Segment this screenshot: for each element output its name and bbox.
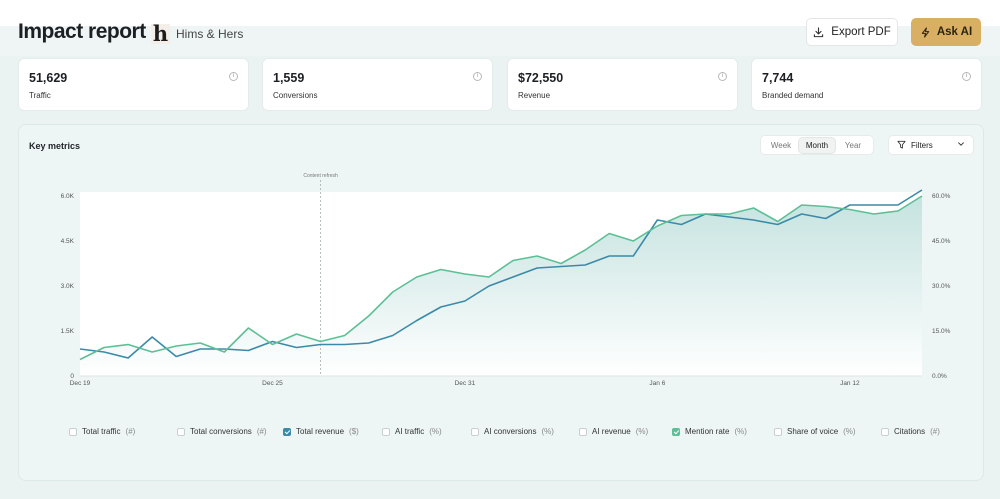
legend-label: Citations (894, 427, 926, 436)
kpi-value: 51,629 (29, 71, 68, 85)
chart-legend: Total traffic (#) Total conversions (#) Tota… (69, 427, 969, 441)
info-icon[interactable]: i (962, 72, 971, 81)
lightning-icon (920, 26, 931, 38)
legend-unit: ($) (349, 427, 359, 436)
checkbox-icon[interactable] (177, 427, 185, 436)
kpi-label: Conversions (273, 91, 318, 100)
legend-label: AI conversions (484, 427, 537, 436)
checkbox-icon[interactable] (382, 427, 390, 436)
checkbox-checked-icon[interactable] (283, 427, 291, 436)
chevron-down-icon (957, 140, 965, 150)
y-right-tick-label: 45.0% (932, 238, 951, 245)
info-icon[interactable]: i (473, 72, 482, 81)
y-left-tick-label: 4.5K (61, 238, 75, 245)
legend-label: AI revenue (592, 427, 631, 436)
kpi-card-revenue: $72,550 Revenue i (507, 58, 738, 111)
brand-name: Hims & Hers (176, 27, 244, 41)
panel-title: Key metrics (29, 141, 81, 151)
checkbox-icon[interactable] (881, 427, 889, 436)
legend-label: Total revenue (296, 427, 345, 436)
y-left-tick-label: 1.5K (61, 328, 75, 335)
download-icon (813, 26, 824, 38)
legend-label: Total traffic (82, 427, 121, 436)
legend-unit: (#) (930, 427, 940, 436)
key-metrics-panel: Key metrics Week Month Year Filters Cont… (18, 124, 984, 481)
x-tick-label: Dec 25 (262, 380, 283, 387)
legend-label: Share of voice (787, 427, 839, 436)
ask-ai-label: Ask AI (936, 26, 973, 38)
legend-item[interactable]: AI conversions (%) (471, 427, 554, 436)
kpi-card-conversions: 1,559 Conversions i (262, 58, 493, 111)
key-metrics-chart: Content refresh 0 1.5K 3.0K 4.5K 6.0K 0.0% 15.0… (61, 173, 951, 387)
annotation-label: Content refresh (303, 173, 338, 179)
y-left-tick-label: 0 (70, 373, 74, 380)
legend-unit: (#) (256, 427, 267, 436)
info-icon[interactable]: i (718, 72, 727, 81)
y-right-tick-label: 15.0% (932, 328, 951, 335)
tab-week[interactable]: Week (770, 140, 792, 150)
kpi-label: Branded demand (762, 91, 824, 100)
ask-ai-button[interactable]: Ask AI (911, 18, 981, 46)
kpi-card-branded-demand: 7,744 Branded demand i (751, 58, 982, 111)
filters-label: Filters (911, 140, 933, 150)
period-toggle: Week Month Year (760, 135, 874, 155)
tab-month[interactable]: Month (799, 137, 835, 153)
tab-year[interactable]: Year (844, 140, 862, 150)
y-right-tick-label: 30.0% (932, 283, 951, 290)
legend-item[interactable]: AI traffic (%) (382, 427, 442, 436)
kpi-value: $72,550 (518, 71, 564, 85)
legend-item[interactable]: Citations (#) (881, 427, 940, 436)
legend-unit: (#) (125, 427, 136, 436)
x-tick-label: Jan 6 (649, 380, 665, 387)
filter-icon (897, 140, 906, 151)
checkbox-icon[interactable] (774, 427, 782, 436)
kpi-label: Traffic (29, 91, 51, 100)
legend-item[interactable]: Total revenue ($) (283, 427, 359, 436)
y-right-tick-label: 60.0% (932, 193, 951, 200)
legend-unit: (%) (541, 427, 554, 436)
legend-item[interactable]: Share of voice (%) (774, 427, 856, 436)
mention-rate-series-line (79, 195, 923, 361)
checkbox-checked-icon[interactable] (672, 427, 680, 436)
legend-label: AI traffic (395, 427, 425, 436)
top-bar: Impact report h Hims & Hers Export PDF A… (0, 0, 1000, 56)
kpi-label: Revenue (518, 91, 551, 100)
info-icon[interactable]: i (229, 72, 238, 81)
y-left-tick-label: 3.0K (61, 283, 75, 290)
mention-area (80, 196, 922, 376)
checkbox-icon[interactable] (471, 427, 479, 436)
legend-item[interactable]: Total traffic (#) (69, 427, 135, 436)
y-right-tick-label: 0.0% (932, 373, 947, 380)
y-left-tick-label: 6.0K (61, 193, 75, 200)
x-tick-label: Dec 19 (70, 380, 91, 387)
export-pdf-label: Export PDF (831, 26, 891, 38)
kpi-value: 7,744 (762, 71, 794, 85)
page-title: Impact report (18, 20, 146, 43)
revenue-series-line (79, 189, 923, 359)
filters-dropdown[interactable]: Filters (888, 135, 974, 155)
legend-unit: (%) (635, 427, 649, 436)
brand-logo: h (151, 21, 170, 46)
legend-unit: (%) (734, 427, 747, 436)
kpi-card-traffic: 51,629 Traffic i (18, 58, 249, 111)
legend-label: Total conversions (190, 427, 252, 436)
legend-label: Mention rate (685, 427, 730, 436)
checkbox-icon[interactable] (69, 427, 77, 436)
legend-unit: (%) (843, 427, 856, 436)
legend-item[interactable]: AI revenue (%) (579, 427, 648, 436)
legend-item[interactable]: Total conversions (#) (177, 427, 267, 436)
x-tick-label: Jan 12 (840, 380, 860, 387)
x-tick-label: Dec 31 (455, 380, 476, 387)
kpi-value: 1,559 (273, 71, 305, 85)
legend-unit: (%) (429, 427, 442, 436)
checkbox-icon[interactable] (579, 427, 587, 436)
export-pdf-button[interactable]: Export PDF (806, 18, 898, 46)
legend-item[interactable]: Mention rate (%) (672, 427, 747, 436)
